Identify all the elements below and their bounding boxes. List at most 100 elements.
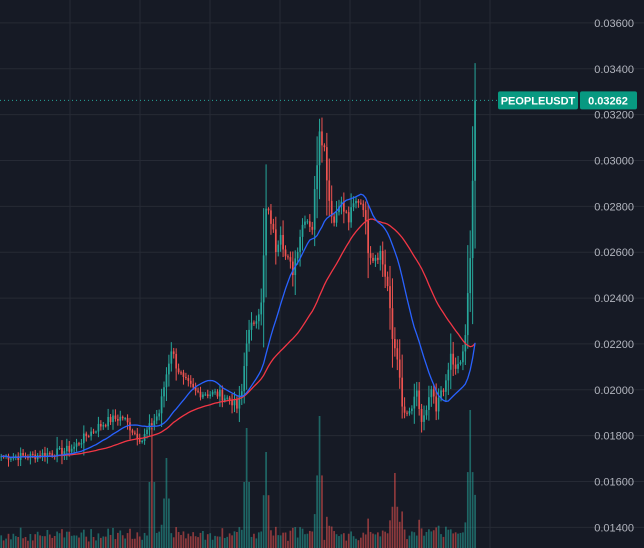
candle-body[interactable]	[46, 453, 49, 457]
candle-body[interactable]	[403, 406, 406, 413]
candle-body[interactable]	[65, 445, 68, 452]
candle-body[interactable]	[146, 429, 148, 435]
candle-body[interactable]	[163, 387, 165, 397]
candle-body[interactable]	[85, 433, 88, 437]
candle-body[interactable]	[206, 394, 209, 397]
candle-body[interactable]	[99, 423, 102, 427]
candle-body[interactable]	[287, 256, 289, 258]
candle-body[interactable]	[22, 453, 24, 456]
candle-body[interactable]	[192, 383, 195, 388]
candle-body[interactable]	[185, 376, 187, 379]
candle-body[interactable]	[408, 411, 411, 414]
candle-body[interactable]	[296, 252, 299, 259]
candle-body[interactable]	[323, 145, 326, 148]
candle-body[interactable]	[17, 456, 20, 460]
candle-body[interactable]	[153, 420, 156, 426]
candle-body[interactable]	[474, 100, 476, 181]
candle-body[interactable]	[124, 418, 126, 420]
candle-body[interactable]	[68, 445, 71, 452]
candle-body[interactable]	[369, 253, 372, 258]
candle-body[interactable]	[318, 131, 321, 166]
candle-body[interactable]	[432, 389, 435, 397]
candle-body[interactable]	[306, 221, 309, 223]
candle-body[interactable]	[109, 416, 112, 423]
candle-body[interactable]	[367, 220, 369, 254]
candle-body[interactable]	[413, 396, 416, 409]
candle-body[interactable]	[299, 236, 301, 253]
candle-body[interactable]	[289, 257, 292, 262]
candle-body[interactable]	[350, 207, 352, 223]
candle-body[interactable]	[265, 208, 267, 256]
candle-body[interactable]	[129, 422, 131, 431]
candle-body[interactable]	[401, 377, 404, 407]
candle-body[interactable]	[260, 302, 263, 315]
candle-body[interactable]	[277, 244, 280, 253]
candle-body[interactable]	[435, 396, 438, 412]
candle-body[interactable]	[240, 391, 243, 397]
candle-body[interactable]	[372, 257, 374, 261]
candle-body[interactable]	[250, 322, 253, 330]
candle-body[interactable]	[267, 208, 270, 211]
candle-body[interactable]	[226, 397, 229, 399]
candle-body[interactable]	[248, 329, 250, 344]
candle-body[interactable]	[80, 443, 83, 445]
candle-body[interactable]	[462, 351, 464, 363]
candle-body[interactable]	[352, 203, 355, 208]
candle-body[interactable]	[360, 202, 362, 204]
candle-body[interactable]	[87, 436, 90, 438]
candle-body[interactable]	[272, 223, 275, 230]
candle-body[interactable]	[442, 390, 445, 392]
candle-body[interactable]	[202, 394, 204, 398]
candle-body[interactable]	[253, 322, 255, 324]
candle-body[interactable]	[170, 351, 173, 364]
candle-body[interactable]	[104, 425, 107, 427]
candle-body[interactable]	[279, 234, 282, 245]
candle-body[interactable]	[374, 257, 377, 261]
candle-body[interactable]	[274, 229, 277, 253]
candle-body[interactable]	[175, 353, 178, 369]
candle-body[interactable]	[219, 389, 221, 397]
candle-body[interactable]	[214, 391, 216, 393]
candle-body[interactable]	[384, 264, 387, 277]
candle-body[interactable]	[51, 453, 54, 456]
candle-body[interactable]	[308, 221, 311, 227]
candle-body[interactable]	[56, 448, 58, 457]
candle-body[interactable]	[415, 390, 418, 397]
candle-body[interactable]	[411, 408, 413, 412]
candle-body[interactable]	[141, 441, 144, 443]
candle-body[interactable]	[245, 343, 248, 367]
candle-body[interactable]	[425, 409, 428, 416]
candle-body[interactable]	[257, 314, 260, 322]
candle-body[interactable]	[379, 250, 382, 260]
candle-body[interactable]	[131, 430, 134, 433]
candle-body[interactable]	[466, 293, 469, 336]
candle-body[interactable]	[364, 210, 367, 221]
candle-body[interactable]	[216, 391, 219, 397]
candle-body[interactable]	[58, 447, 61, 449]
candle-body[interactable]	[445, 380, 447, 392]
candle-body[interactable]	[10, 458, 12, 460]
candle-body[interactable]	[126, 418, 129, 423]
candle-body[interactable]	[418, 390, 421, 409]
candle-body[interactable]	[301, 224, 304, 237]
candle-body[interactable]	[155, 416, 158, 421]
candle-body[interactable]	[437, 398, 440, 412]
candle-body[interactable]	[391, 308, 394, 340]
candle-body[interactable]	[211, 391, 214, 395]
candle-body[interactable]	[262, 255, 265, 303]
candle-body[interactable]	[243, 366, 246, 392]
candle-body[interactable]	[335, 212, 338, 223]
candle-body[interactable]	[452, 353, 455, 365]
candle-body[interactable]	[430, 389, 433, 398]
candle-body[interactable]	[138, 439, 141, 443]
candle-body[interactable]	[389, 286, 391, 309]
candle-body[interactable]	[338, 206, 340, 213]
candle-body[interactable]	[347, 212, 350, 223]
candle-body[interactable]	[316, 165, 318, 190]
candle-body[interactable]	[61, 447, 63, 456]
candle-body[interactable]	[204, 394, 207, 396]
candle-body[interactable]	[75, 443, 78, 447]
candle-body[interactable]	[82, 433, 85, 444]
candle-body[interactable]	[457, 363, 459, 369]
